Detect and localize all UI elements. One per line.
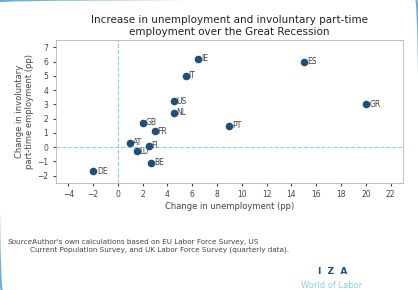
Point	[171, 99, 177, 104]
Text: IE: IE	[201, 54, 208, 63]
Text: NL: NL	[176, 108, 186, 117]
Y-axis label: Change in involuntary
part-time employment (pp): Change in involuntary part-time employme…	[15, 54, 34, 169]
Text: LU: LU	[139, 147, 148, 156]
X-axis label: Change in unemployment (pp): Change in unemployment (pp)	[165, 202, 294, 211]
Text: GR: GR	[370, 100, 381, 109]
Point	[127, 141, 134, 145]
Text: IT: IT	[189, 71, 196, 80]
Point	[195, 56, 202, 61]
Text: FR: FR	[158, 127, 167, 136]
Point	[145, 143, 152, 148]
Text: Source:: Source:	[8, 239, 36, 245]
Text: ES: ES	[308, 57, 317, 66]
Text: PT: PT	[232, 121, 241, 130]
Text: GB: GB	[145, 118, 156, 127]
Text: AT: AT	[133, 138, 142, 147]
Point	[90, 169, 97, 174]
Point	[226, 124, 233, 128]
Text: DE: DE	[97, 167, 107, 176]
Text: I  Z  A: I Z A	[318, 267, 347, 276]
Point	[171, 110, 177, 115]
Point	[133, 149, 140, 154]
Point	[152, 129, 158, 134]
Text: FI: FI	[151, 141, 158, 150]
Text: World of Labor: World of Labor	[301, 281, 362, 290]
Text: Author's own calculations based on EU Labor Force Survey, US
Current Population : Author's own calculations based on EU La…	[30, 239, 289, 253]
Point	[139, 121, 146, 125]
Point	[362, 102, 369, 107]
Point	[183, 73, 189, 78]
Point	[148, 160, 155, 165]
Title: Increase in unemployment and involuntary part-time
employment over the Great Rec: Increase in unemployment and involuntary…	[91, 15, 368, 37]
Text: US: US	[176, 97, 186, 106]
Point	[301, 59, 307, 64]
Text: BE: BE	[154, 158, 164, 167]
